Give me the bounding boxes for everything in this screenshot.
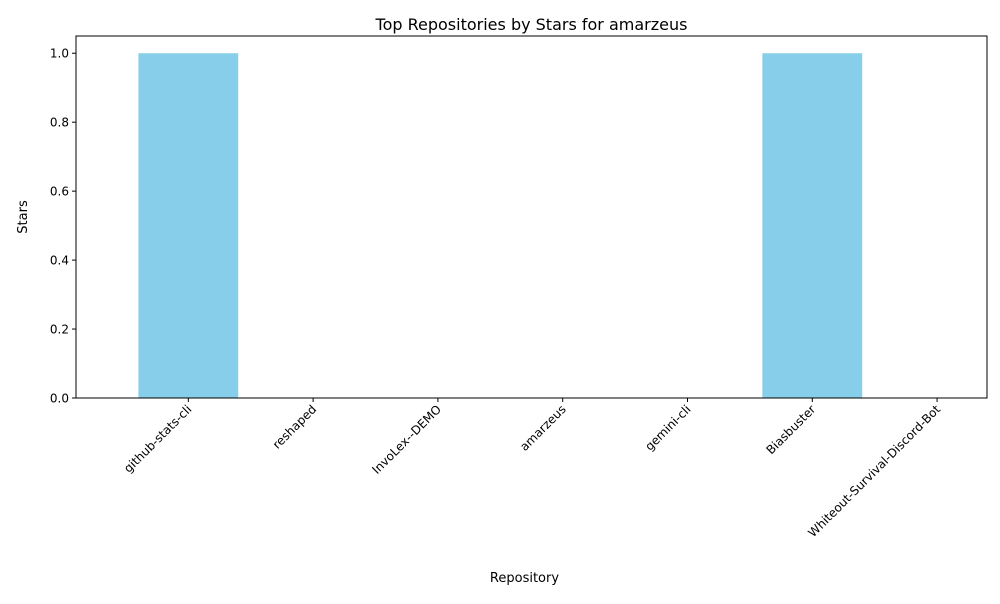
y-tick-label: 0.8 [50,116,69,130]
chart-title: Top Repositories by Stars for amarzeus [375,15,688,34]
y-tick-label: 0.4 [50,254,69,268]
y-axis-label: Stars [16,200,31,234]
y-tick-label: 0.0 [50,392,69,406]
y-tick-label: 0.2 [50,323,69,337]
bar-github-stats-cli [138,53,238,398]
bar-Biasbuster [762,53,862,398]
y-tick-label: 0.6 [50,185,69,199]
y-tick-label: 1.0 [50,47,69,61]
x-axis-label: Repository [490,571,559,586]
